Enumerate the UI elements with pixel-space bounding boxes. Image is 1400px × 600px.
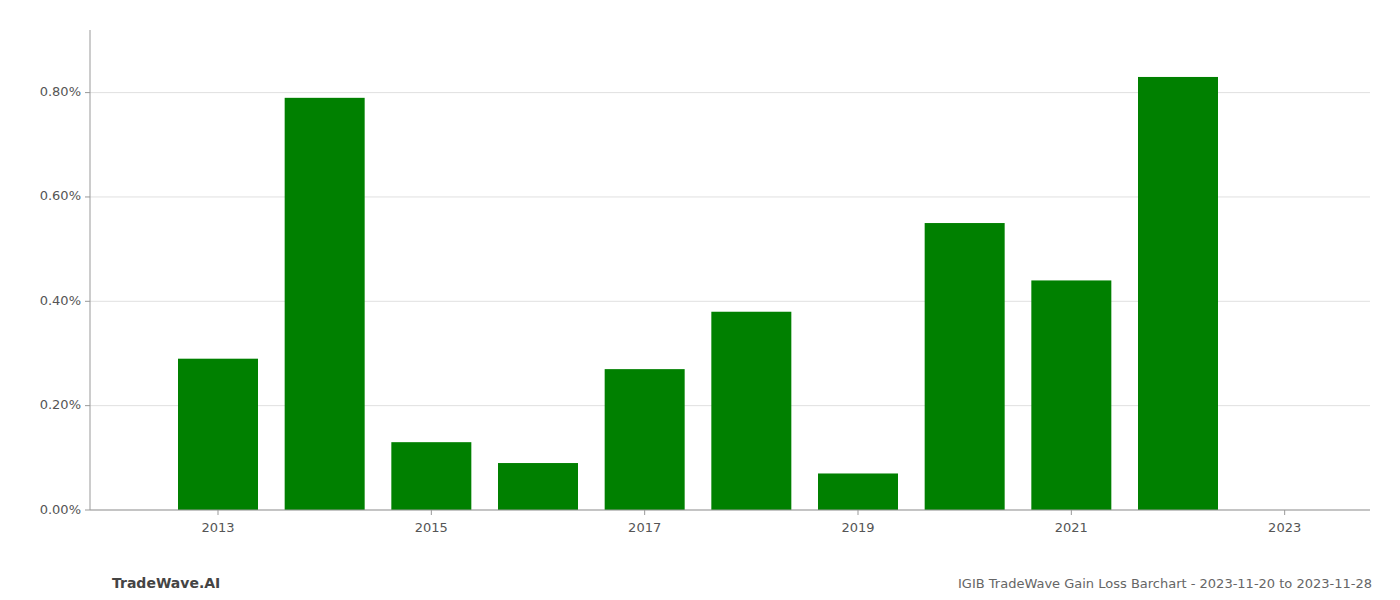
x-tick	[644, 510, 645, 515]
x-axis-line	[90, 510, 1370, 511]
bar	[178, 359, 258, 510]
y-tick-label: 0.20%	[40, 397, 81, 412]
bar	[925, 223, 1005, 510]
y-tick-label: 0.80%	[40, 84, 81, 99]
x-tick-label: 2013	[201, 520, 234, 535]
bar	[391, 442, 471, 510]
grid-line	[90, 510, 1370, 511]
bar	[1031, 280, 1111, 510]
x-tick-label: 2015	[415, 520, 448, 535]
footer-left: TradeWave.AI	[112, 575, 220, 591]
y-tick	[85, 196, 90, 197]
y-tick	[85, 510, 90, 511]
y-tick-label: 0.60%	[40, 188, 81, 203]
y-tick-label: 0.00%	[40, 502, 81, 517]
footer-right: IGIB TradeWave Gain Loss Barchart - 2023…	[958, 576, 1372, 591]
bar	[285, 98, 365, 510]
x-tick	[858, 510, 859, 515]
bars	[178, 77, 1218, 510]
x-tick-label: 2017	[628, 520, 661, 535]
y-tick-label: 0.40%	[40, 293, 81, 308]
axes: 0.00% 0.20% 0.40% 0.60% 0.80% 2013 2015 2017 201…	[40, 30, 1370, 535]
bar	[1138, 77, 1218, 510]
x-tick	[1284, 510, 1285, 515]
footer: TradeWave.AI IGIB TradeWave Gain Loss Bar…	[112, 575, 1372, 591]
y-tick	[85, 92, 90, 93]
y-axis-line	[90, 30, 91, 510]
x-tick	[431, 510, 432, 515]
bar	[498, 463, 578, 510]
x-tick-label: 2021	[1055, 520, 1088, 535]
bar	[711, 312, 791, 510]
chart-container: 0.00% 0.20% 0.40% 0.60% 0.80% 2013 2015 2017 201…	[0, 0, 1400, 600]
y-tick	[85, 405, 90, 406]
y-tick	[85, 301, 90, 302]
bar	[818, 473, 898, 510]
x-tick-label: 2019	[841, 520, 874, 535]
bar	[605, 369, 685, 510]
chart-svg: 0.00% 0.20% 0.40% 0.60% 0.80% 2013 2015 2017 201…	[0, 0, 1400, 600]
x-tick-label: 2023	[1268, 520, 1301, 535]
x-tick	[1071, 510, 1072, 515]
x-tick	[218, 510, 219, 515]
